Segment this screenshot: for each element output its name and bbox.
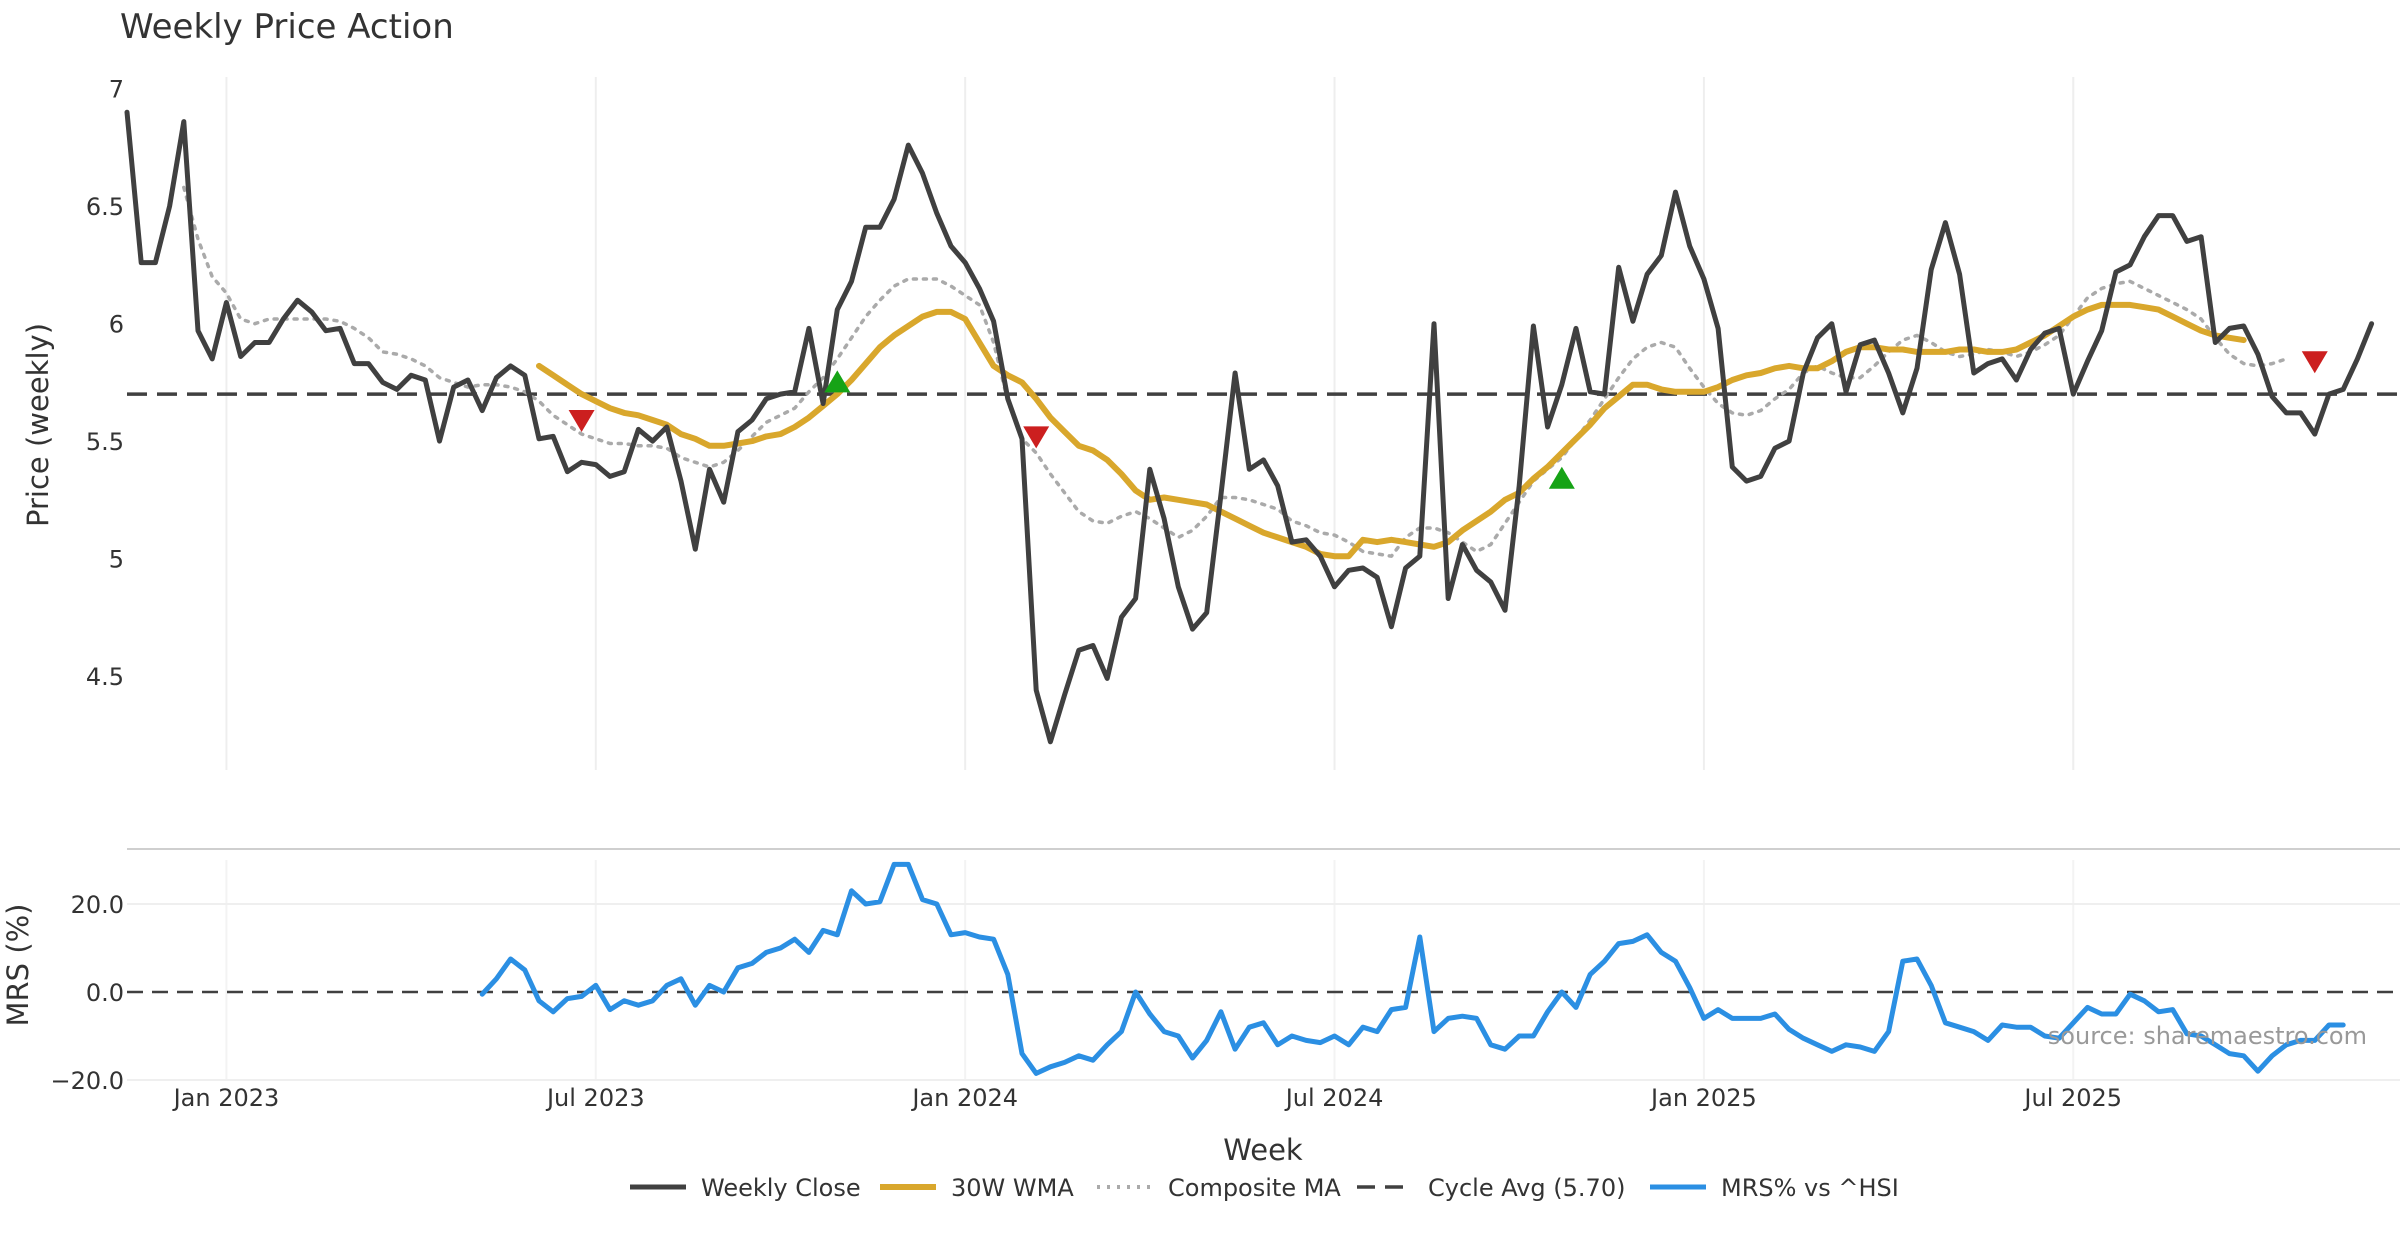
legend-entry-label: 30W WMA — [951, 1174, 1074, 1202]
sell-signal-marker — [2301, 351, 2328, 374]
x-tick-label: Jul 2023 — [545, 1084, 645, 1112]
watermark: source: sharemaestro.com — [2048, 1022, 2367, 1050]
legend-entry-label: Cycle Avg (5.70) — [1428, 1174, 1625, 1202]
top-y-tick-label: 6.5 — [86, 193, 124, 221]
x-tick-label: Jul 2024 — [1284, 1084, 1384, 1112]
bottom-panel-gridlines — [127, 860, 2400, 1081]
legend: Weekly Close 30W WMA Composite MA Cycle Avg… — [630, 1174, 1899, 1202]
bottom-y-tick-label: 0.0 — [86, 979, 124, 1007]
sell-signal-marker — [568, 409, 595, 432]
buy-signal-marker — [1548, 466, 1575, 489]
mrs-line — [479, 861, 2346, 1076]
legend-entry-label: MRS% vs ^HSI — [1721, 1174, 1899, 1202]
top-y-tick-label: 7 — [109, 76, 124, 104]
top-y-ticks: 4.5 5 5.5 6 6.5 7 — [86, 76, 124, 691]
top-y-tick-label: 5.5 — [86, 428, 124, 456]
x-tick-label: Jan 2024 — [910, 1084, 1018, 1112]
x-axis-label: Week — [1223, 1133, 1303, 1167]
chart-title: Weekly Price Action — [120, 7, 454, 47]
top-panel-gridlines — [225, 77, 2075, 770]
buy-signal-marker — [824, 370, 851, 393]
bottom-y-tick-label: −20.0 — [50, 1067, 124, 1095]
composite-ma-line — [182, 185, 2289, 558]
x-tick-label: Jan 2023 — [172, 1084, 280, 1112]
bottom-y-tick-label: 20.0 — [71, 891, 124, 919]
top-y-axis-label: Price (weekly) — [21, 323, 55, 527]
wma-30w-line — [536, 301, 2247, 560]
x-tick-label: Jul 2025 — [2022, 1084, 2122, 1112]
legend-entry-label: Composite MA — [1168, 1174, 1341, 1202]
weekly-close-line — [124, 109, 2375, 745]
bottom-y-axis-label: MRS (%) — [1, 904, 35, 1027]
signal-markers — [568, 351, 2328, 489]
sell-signal-marker — [1023, 426, 1050, 449]
top-y-tick-label: 5 — [109, 546, 124, 574]
top-y-tick-label: 6 — [109, 311, 124, 339]
x-tick-label: Jan 2025 — [1649, 1084, 1757, 1112]
top-y-tick-label: 4.5 — [86, 663, 124, 691]
bottom-y-ticks: −20.0 0.0 20.0 — [50, 891, 124, 1095]
legend-entry-label: Weekly Close — [701, 1174, 861, 1202]
x-ticks: Jan 2023 Jul 2023 Jan 2024 Jul 2024 Jan 2025… — [172, 1084, 2123, 1112]
